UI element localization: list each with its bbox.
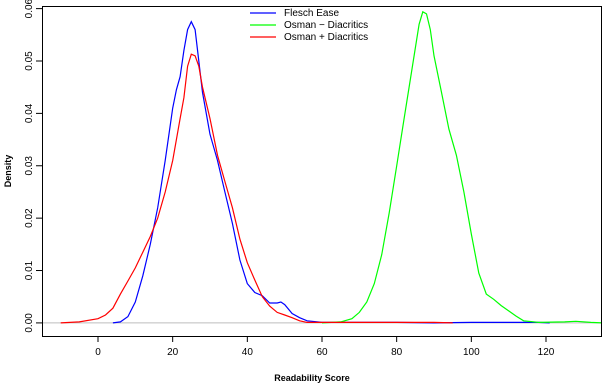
x-tick-label: 80	[391, 347, 403, 358]
y-tick-label: 0.03	[24, 156, 35, 176]
series-layer	[60, 10, 602, 324]
y-tick-label: 0.01	[24, 260, 35, 280]
series-line-3	[60, 53, 453, 324]
y-tick-label: 0.04	[24, 103, 35, 123]
legend-label-3: Osman + Diacritics	[284, 32, 368, 43]
x-tick-label: 60	[316, 347, 328, 358]
x-tick-label: 40	[242, 347, 254, 358]
x-tick-label: 0	[95, 347, 101, 358]
x-tick-label: 20	[167, 347, 179, 358]
y-tick-label: 0.06	[24, 0, 35, 18]
y-axis: 0.00 0.01 0.02 0.03 0.04 0.05 0.06	[24, 0, 42, 333]
y-tick-label: 0.02	[24, 208, 35, 228]
series-line-1	[112, 20, 550, 324]
legend-label-2: Osman − Diacritics	[284, 20, 368, 31]
legend-label-1: Flesch Ease	[284, 8, 339, 19]
y-tick-label: 0.05	[24, 51, 35, 71]
y-axis-title: Density	[3, 155, 13, 188]
plot-frame	[42, 6, 602, 337]
series-line-2	[321, 10, 602, 324]
x-tick-label: 120	[538, 347, 555, 358]
x-axis: 0 20 40 60 80 100 120	[95, 336, 555, 358]
x-tick-label: 100	[463, 347, 480, 358]
x-axis-title: Readability Score	[274, 373, 350, 383]
y-tick-label: 0.00	[24, 313, 35, 333]
